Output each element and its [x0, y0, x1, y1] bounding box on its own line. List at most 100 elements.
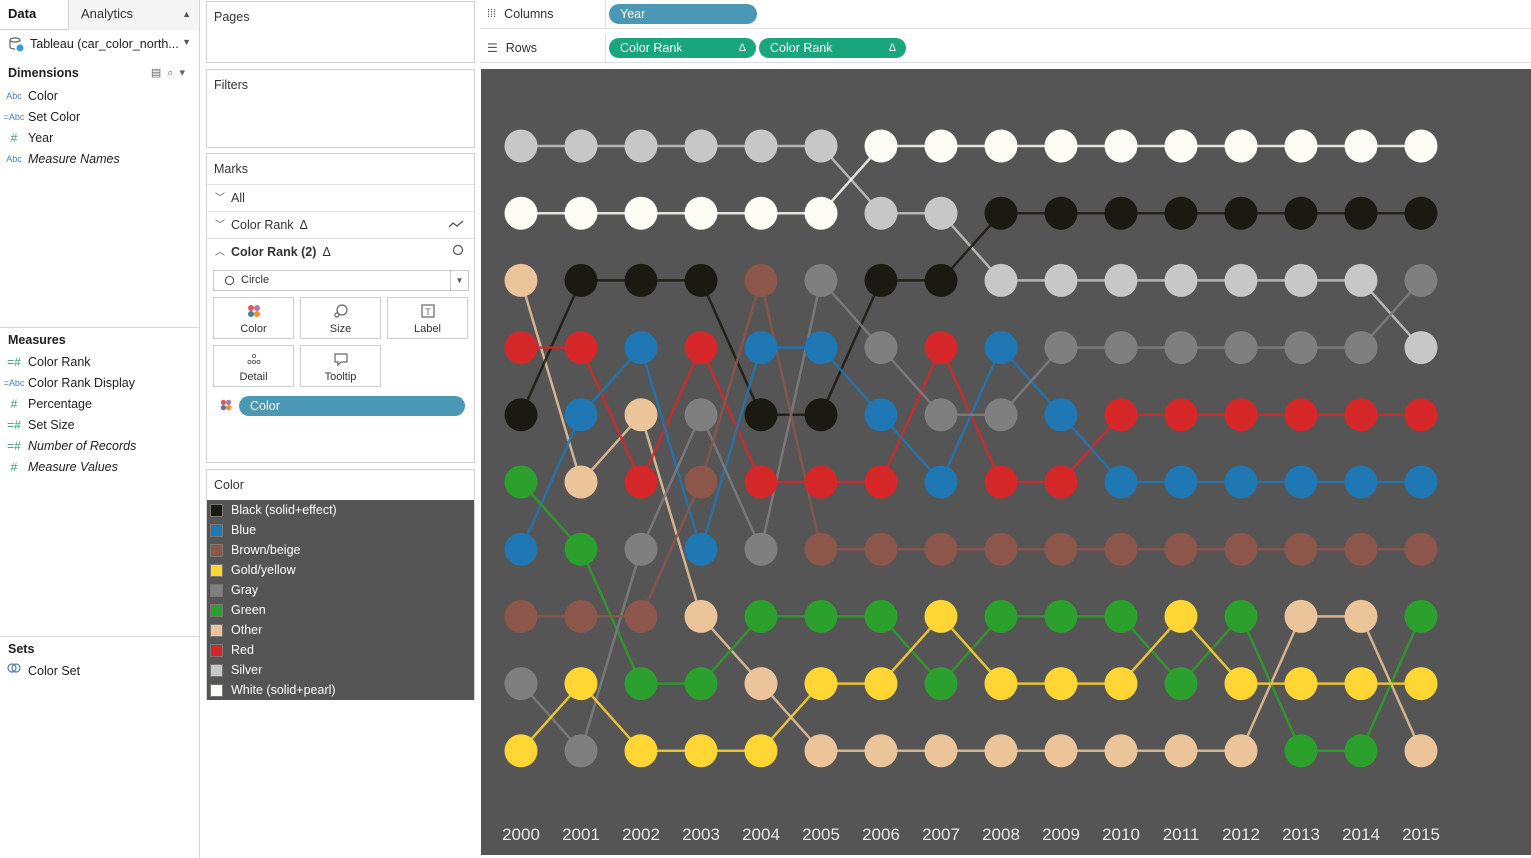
- rank-point[interactable]: [984, 263, 1018, 297]
- rank-point[interactable]: [564, 196, 598, 230]
- rank-point[interactable]: [1164, 263, 1198, 297]
- rank-point[interactable]: [804, 263, 838, 297]
- rank-point[interactable]: [1164, 129, 1198, 163]
- measure-field[interactable]: # Percentage: [0, 394, 199, 415]
- year-pill[interactable]: Year: [609, 4, 757, 24]
- rank-point[interactable]: [804, 532, 838, 566]
- rank-point[interactable]: [1284, 129, 1318, 163]
- rank-point[interactable]: [564, 599, 598, 633]
- rank-point[interactable]: [864, 734, 898, 768]
- rank-point[interactable]: [564, 465, 598, 499]
- legend-item[interactable]: Green: [207, 600, 474, 620]
- pages-card[interactable]: Pages: [206, 1, 475, 63]
- rank-point[interactable]: [1344, 129, 1378, 163]
- rank-point[interactable]: [504, 398, 538, 432]
- rank-point[interactable]: [924, 129, 958, 163]
- rank-point[interactable]: [504, 465, 538, 499]
- series-line[interactable]: [521, 275, 1421, 618]
- rank-point[interactable]: [624, 129, 658, 163]
- rank-point[interactable]: [564, 667, 598, 701]
- rank-point[interactable]: [924, 532, 958, 566]
- rank-point[interactable]: [804, 196, 838, 230]
- rank-point[interactable]: [624, 599, 658, 633]
- rank-point[interactable]: [1404, 599, 1438, 633]
- rank-point[interactable]: [804, 465, 838, 499]
- legend-item[interactable]: Other: [207, 620, 474, 640]
- set-field[interactable]: Color Set: [0, 661, 199, 682]
- rank-point[interactable]: [984, 734, 1018, 768]
- rank-point[interactable]: [864, 263, 898, 297]
- rank-point[interactable]: [1044, 331, 1078, 365]
- series-line[interactable]: [521, 144, 1421, 215]
- rank-point[interactable]: [1344, 263, 1378, 297]
- color-pill[interactable]: Color: [239, 396, 465, 416]
- rank-point[interactable]: [1404, 129, 1438, 163]
- rank-point[interactable]: [864, 196, 898, 230]
- rank-point[interactable]: [1044, 196, 1078, 230]
- rank-point[interactable]: [564, 398, 598, 432]
- rank-point[interactable]: [1224, 263, 1258, 297]
- rank-point[interactable]: [1344, 532, 1378, 566]
- rank-point[interactable]: [1224, 667, 1258, 701]
- rank-point[interactable]: [744, 532, 778, 566]
- measure-field[interactable]: # Measure Values: [0, 457, 199, 478]
- rank-point[interactable]: [504, 667, 538, 701]
- rank-point[interactable]: [1104, 196, 1138, 230]
- rank-point[interactable]: [1104, 532, 1138, 566]
- rank-point[interactable]: [924, 331, 958, 365]
- rank-point[interactable]: [984, 331, 1018, 365]
- rank-point[interactable]: [1044, 398, 1078, 432]
- rank-point[interactable]: [1044, 734, 1078, 768]
- rank-point[interactable]: [744, 196, 778, 230]
- rank-point[interactable]: [684, 599, 718, 633]
- rank-point[interactable]: [564, 263, 598, 297]
- rank-point[interactable]: [1404, 465, 1438, 499]
- rank-point[interactable]: [1044, 465, 1078, 499]
- rank-point[interactable]: [684, 532, 718, 566]
- rank-point[interactable]: [864, 667, 898, 701]
- rank-point[interactable]: [1164, 734, 1198, 768]
- legend-item[interactable]: Gold/yellow: [207, 560, 474, 580]
- rank-point[interactable]: [684, 129, 718, 163]
- rank-point[interactable]: [1284, 465, 1318, 499]
- rank-point[interactable]: [804, 667, 838, 701]
- rank-point[interactable]: [624, 263, 658, 297]
- marks-color-button[interactable]: Color: [213, 297, 294, 339]
- dimension-field[interactable]: # Year: [0, 128, 199, 149]
- rank-point[interactable]: [1284, 599, 1318, 633]
- rank-point[interactable]: [1044, 599, 1078, 633]
- rank-point[interactable]: [624, 398, 658, 432]
- rank-point[interactable]: [984, 196, 1018, 230]
- filters-card[interactable]: Filters: [206, 69, 475, 148]
- dimension-field[interactable]: Abc Measure Names: [0, 149, 199, 170]
- rank-point[interactable]: [744, 465, 778, 499]
- measure-field[interactable]: =# Set Size: [0, 415, 199, 436]
- rank-point[interactable]: [864, 331, 898, 365]
- rank-point[interactable]: [744, 734, 778, 768]
- legend-item[interactable]: Silver: [207, 660, 474, 680]
- series-line[interactable]: [520, 614, 1421, 753]
- rank-point[interactable]: [1044, 532, 1078, 566]
- marks-layer-color-rank[interactable]: ﹀ Color Rank Δ: [207, 211, 474, 238]
- rank-point[interactable]: [984, 465, 1018, 499]
- rank-point[interactable]: [1284, 263, 1318, 297]
- rank-point[interactable]: [924, 667, 958, 701]
- rank-point[interactable]: [1104, 734, 1138, 768]
- marks-tooltip-button[interactable]: Tooltip: [300, 345, 381, 387]
- rank-point[interactable]: [1404, 263, 1438, 297]
- rank-point[interactable]: [924, 398, 958, 432]
- marks-detail-button[interactable]: Detail: [213, 345, 294, 387]
- legend-item[interactable]: Gray: [207, 580, 474, 600]
- rank-point[interactable]: [864, 532, 898, 566]
- color-rank-pill[interactable]: Color Rank Δ: [609, 38, 756, 58]
- rank-point[interactable]: [744, 599, 778, 633]
- rank-point[interactable]: [924, 599, 958, 633]
- rank-point[interactable]: [1404, 331, 1438, 365]
- rank-point[interactable]: [804, 734, 838, 768]
- rank-point[interactable]: [1344, 599, 1378, 633]
- rank-point[interactable]: [804, 331, 838, 365]
- rank-point[interactable]: [984, 532, 1018, 566]
- marks-layer-color-rank-2[interactable]: ︿ Color Rank (2) Δ: [207, 238, 474, 265]
- measure-field[interactable]: =Abc Color Rank Display: [0, 373, 199, 394]
- rank-point[interactable]: [504, 129, 538, 163]
